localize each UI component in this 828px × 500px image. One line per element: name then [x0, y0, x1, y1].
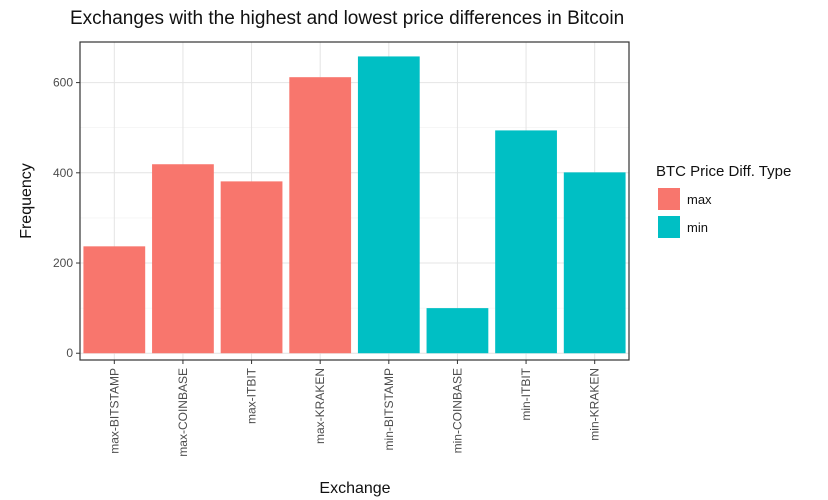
- x-tick-label: max-ITBIT: [245, 367, 259, 424]
- legend-swatch-min: [658, 216, 680, 238]
- bar-min-coinbase: [426, 308, 489, 354]
- bar-min-itbit: [495, 130, 557, 354]
- y-axis-title: Frequency: [18, 163, 35, 239]
- plot-panel: [79, 41, 630, 361]
- legend-label-max: max: [687, 192, 712, 207]
- y-axis: 0 200 400 600: [53, 76, 80, 360]
- bar-max-coinbase: [152, 164, 214, 354]
- x-tick-label: max-BITSTAMP: [107, 368, 121, 454]
- bar-max-bitstamp: [83, 246, 146, 354]
- chart-title: Exchanges with the highest and lowest pr…: [70, 8, 624, 29]
- y-tick-label: 600: [53, 76, 73, 90]
- bar-max-itbit: [220, 181, 283, 354]
- y-tick-label: 200: [53, 256, 73, 270]
- bar-min-kraken: [563, 172, 626, 354]
- x-tick-label: min-ITBIT: [519, 367, 533, 420]
- x-tick-label: min-BITSTAMP: [382, 368, 396, 450]
- x-tick-label: max-KRAKEN: [313, 368, 327, 444]
- y-tick-label: 0: [66, 346, 73, 360]
- bar-max-kraken: [289, 77, 352, 354]
- x-axis-title: Exchange: [319, 480, 390, 497]
- legend: BTC Price Diff. Type max min: [656, 163, 791, 238]
- x-tick-label: min-COINBASE: [450, 368, 464, 453]
- legend-label-min: min: [687, 220, 708, 235]
- bar-min-bitstamp: [357, 56, 420, 354]
- y-tick-label: 400: [53, 166, 73, 180]
- bars: [83, 56, 626, 354]
- x-tick-label: max-COINBASE: [176, 368, 190, 457]
- x-axis: max-BITSTAMP max-COINBASE max-ITBIT max-KRA…: [107, 360, 602, 457]
- x-tick-label: min-KRAKEN: [588, 368, 602, 441]
- legend-swatch-max: [658, 188, 680, 210]
- plot-border: [79, 41, 630, 361]
- legend-title: BTC Price Diff. Type: [656, 163, 791, 180]
